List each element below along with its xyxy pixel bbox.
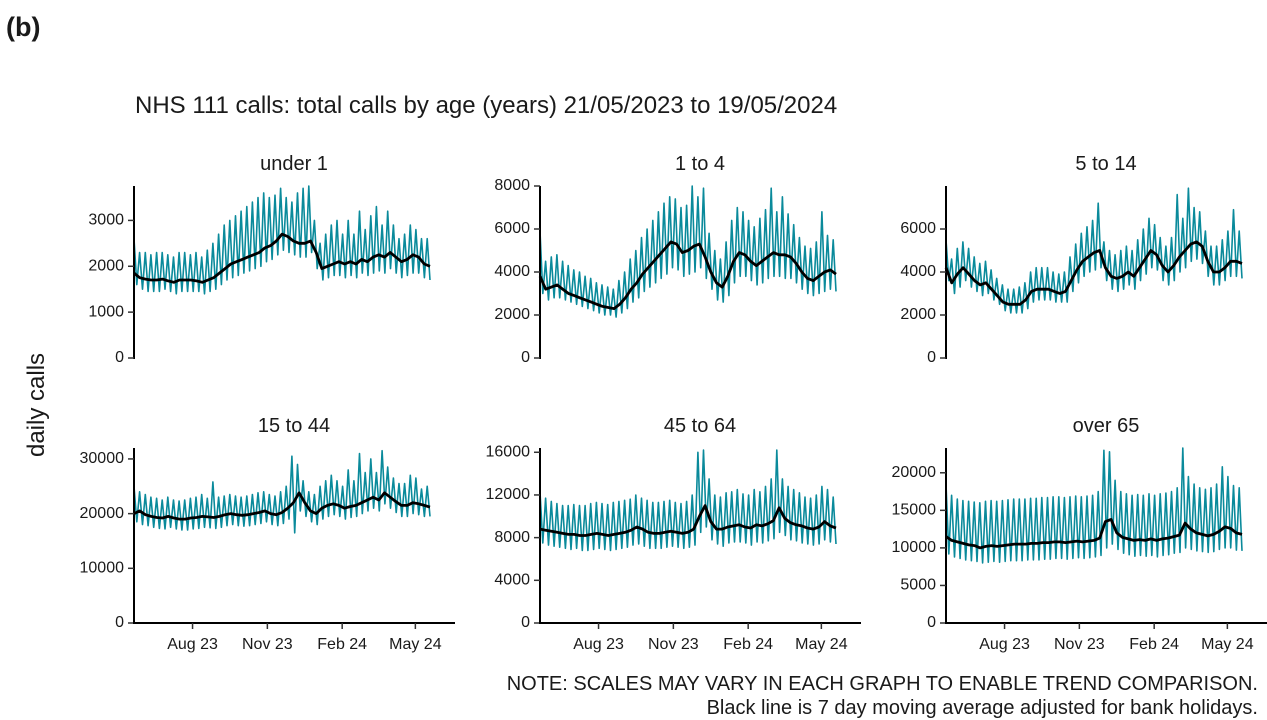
y-tick-label: 0	[521, 614, 530, 631]
x-tick-label: Aug 23	[979, 636, 1030, 653]
daily-line	[539, 449, 837, 552]
y-tick-label: 0	[927, 349, 936, 366]
daily-line	[133, 185, 431, 295]
daily-line	[945, 447, 1243, 564]
x-tick-label: Nov 23	[242, 636, 293, 653]
panel-title: over 65	[1073, 415, 1140, 437]
y-axis-label: daily calls	[23, 353, 50, 457]
y-tick-label: 10000	[80, 560, 125, 577]
y-tick-label: 2000	[88, 257, 124, 274]
y-tick-label: 2000	[900, 306, 936, 323]
average-line	[133, 232, 431, 284]
y-tick-label: 6000	[494, 220, 530, 237]
y-tick-label: 0	[115, 349, 124, 366]
x-tick-label: Aug 23	[573, 636, 624, 653]
y-tick-label: 4000	[494, 263, 530, 280]
y-tick-label: 20000	[80, 505, 125, 522]
average-line	[538, 240, 837, 310]
y-tick-label: 6000	[900, 220, 936, 237]
y-tick-label: 8000	[494, 177, 530, 194]
y-tick-label: 16000	[486, 443, 531, 460]
average-line	[944, 240, 1243, 306]
y-tick-label: 4000	[900, 263, 936, 280]
average-line	[945, 518, 1243, 550]
y-tick-label: 20000	[892, 464, 937, 481]
note: Black line is 7 day moving average adjus…	[707, 697, 1258, 719]
x-tick-label: Nov 23	[648, 636, 699, 653]
y-tick-label: 4000	[494, 572, 530, 589]
y-tick-label: 0	[927, 614, 936, 631]
y-tick-label: 30000	[80, 450, 125, 467]
x-tick-label: Feb 24	[1129, 636, 1179, 653]
daily-line	[133, 449, 431, 534]
figure-title: NHS 111 calls: total calls by age (years…	[135, 92, 837, 119]
y-tick-label: 3000	[88, 212, 124, 229]
y-tick-label: 12000	[486, 486, 531, 503]
daily-line	[945, 187, 1243, 314]
y-tick-label: 1000	[88, 303, 124, 320]
x-tick-label: Feb 24	[723, 636, 773, 653]
y-tick-label: 2000	[494, 306, 530, 323]
panel-title: under 1	[260, 153, 328, 175]
figure-label: (b)	[6, 12, 40, 42]
average-line	[133, 491, 431, 521]
panel-title: 15 to 44	[258, 415, 330, 437]
panel-title: 1 to 4	[675, 153, 725, 175]
daily-line	[539, 185, 837, 318]
x-tick-label: Feb 24	[317, 636, 367, 653]
x-tick-label: May 24	[1201, 636, 1254, 653]
y-tick-label: 15000	[892, 502, 937, 519]
y-tick-label: 5000	[900, 577, 936, 594]
average-line	[539, 504, 837, 537]
y-tick-label: 8000	[494, 529, 530, 546]
x-tick-label: May 24	[389, 636, 442, 653]
y-tick-label: 0	[115, 614, 124, 631]
note: NOTE: SCALES MAY VARY IN EACH GRAPH TO E…	[507, 673, 1258, 695]
y-tick-label: 0	[521, 349, 530, 366]
x-tick-label: Nov 23	[1054, 636, 1105, 653]
x-tick-label: Aug 23	[167, 636, 218, 653]
y-tick-label: 10000	[892, 539, 937, 556]
x-tick-label: May 24	[795, 636, 848, 653]
panel-title: 5 to 14	[1075, 153, 1136, 175]
panel-title: 45 to 64	[664, 415, 736, 437]
